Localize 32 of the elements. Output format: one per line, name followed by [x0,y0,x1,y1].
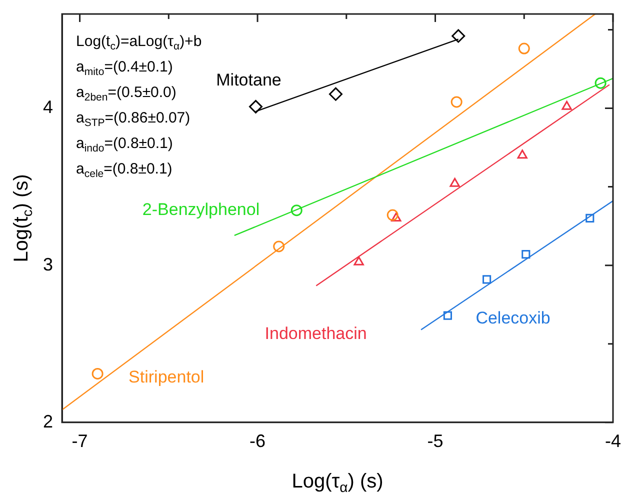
series-label: Stiripentol [128,367,204,386]
point [92,368,104,380]
point [517,150,528,159]
point [328,87,342,101]
point [450,178,460,187]
point [450,96,462,108]
point [586,214,594,222]
series-label: 2-Benzylphenol [142,200,260,220]
point [443,311,452,320]
point [594,77,606,89]
point [482,275,492,284]
point [386,209,398,221]
point [562,100,572,110]
point [518,42,530,54]
point [290,204,302,216]
x-tick-label: -7 [72,431,88,452]
text: Indomethacin [264,324,367,343]
x-tick-label: -6 [250,431,266,452]
series-label: Celecoxib [476,308,550,328]
point [391,212,402,222]
y-tick-label: 3 [42,254,54,274]
point [522,250,530,259]
y-tick-label: 2 [42,411,54,432]
point [452,29,466,43]
x-tick-label: -4 [604,431,622,452]
point [273,240,285,252]
y-tick-label: 4 [42,97,54,118]
point [248,100,262,114]
x-tick-label: -5 [427,431,444,452]
y-axis-title: Log(tc) (s) [10,174,35,262]
series-label: Mitotane [216,70,282,90]
point [354,256,364,266]
